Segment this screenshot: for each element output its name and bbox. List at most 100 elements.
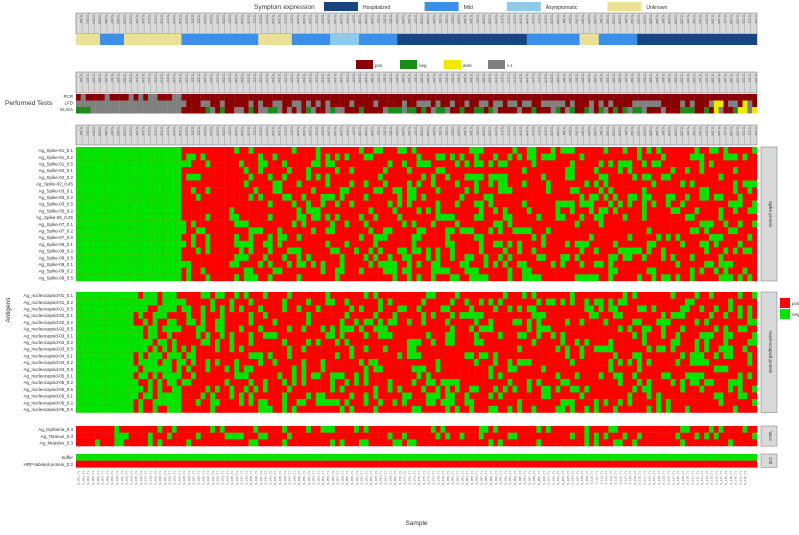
heatmap-cell bbox=[628, 261, 633, 268]
heatmap-cell bbox=[417, 319, 422, 326]
heatmap-cell bbox=[110, 268, 115, 275]
heatmap-cell bbox=[268, 261, 273, 268]
heatmap-cell bbox=[733, 261, 738, 268]
heatmap-cell bbox=[297, 332, 302, 339]
heatmap-cell bbox=[546, 207, 551, 214]
heatmap-cell bbox=[182, 194, 187, 201]
heatmap-cell bbox=[277, 154, 282, 161]
heatmap-cell bbox=[479, 160, 484, 167]
heatmap-cell bbox=[249, 214, 254, 221]
heatmap-strip-header-label: S_097 bbox=[661, 127, 665, 136]
heatmap-cell bbox=[613, 274, 618, 281]
test-cell bbox=[445, 94, 450, 101]
heatmap-cell bbox=[508, 274, 513, 281]
heatmap-cell bbox=[268, 194, 273, 201]
heatmap-cell bbox=[690, 268, 695, 275]
heatmap-cell bbox=[575, 332, 580, 339]
heatmap-cell bbox=[738, 248, 743, 255]
heatmap-cell bbox=[201, 319, 206, 326]
heatmap-cell bbox=[158, 332, 163, 339]
heatmap-cell bbox=[488, 292, 493, 299]
heatmap-cell bbox=[114, 147, 119, 154]
heatmap-cell bbox=[402, 221, 407, 228]
heatmap-cell bbox=[182, 154, 187, 161]
heatmap-cell bbox=[205, 292, 210, 299]
heatmap-cell bbox=[508, 319, 513, 326]
test-cell bbox=[297, 107, 302, 114]
test-cell bbox=[186, 94, 191, 101]
test-cell bbox=[714, 101, 719, 108]
heatmap-cell bbox=[119, 147, 124, 154]
heatmap-cell bbox=[182, 214, 187, 221]
heatmap-cell bbox=[306, 207, 311, 214]
heatmap-cell bbox=[330, 201, 335, 208]
heatmap-cell bbox=[412, 332, 417, 339]
heatmap-cell bbox=[536, 234, 541, 241]
heatmap-cell bbox=[311, 221, 316, 228]
heatmap-cell bbox=[76, 227, 81, 234]
heatmap-cell bbox=[172, 221, 177, 228]
heatmap-cell bbox=[138, 268, 143, 275]
heatmap-cell bbox=[752, 234, 757, 241]
heatmap-cell bbox=[186, 326, 191, 333]
heatmap-cell bbox=[671, 248, 676, 255]
heatmap-cell bbox=[292, 187, 297, 194]
heatmap-cell bbox=[388, 160, 393, 167]
test-cell bbox=[637, 107, 642, 114]
heatmap-cell bbox=[239, 268, 244, 275]
heatmap-cell bbox=[153, 194, 158, 201]
heatmap-cell bbox=[182, 319, 187, 326]
heatmap-strip-header-label: S_061 bbox=[438, 127, 442, 136]
heatmap-cell bbox=[359, 214, 364, 221]
heatmap-cell bbox=[498, 167, 503, 174]
test-cell bbox=[656, 94, 661, 101]
heatmap-cell bbox=[114, 319, 119, 326]
heatmap-cell bbox=[637, 154, 642, 161]
heatmap-cell bbox=[81, 312, 86, 319]
test-cell bbox=[503, 101, 508, 108]
heatmap-cell bbox=[412, 312, 417, 319]
heatmap-cell bbox=[191, 221, 196, 228]
heatmap-cell bbox=[445, 326, 450, 333]
heatmap-cell bbox=[306, 214, 311, 221]
heatmap-cell bbox=[436, 227, 441, 234]
heatmap-cell bbox=[90, 221, 95, 228]
heatmap-cell bbox=[594, 292, 599, 299]
heatmap-cell bbox=[589, 227, 594, 234]
heatmap-cell bbox=[714, 254, 719, 261]
heatmap-cell bbox=[407, 167, 412, 174]
symptom-strip-header-label: S_048 bbox=[358, 15, 362, 24]
heatmap-cell bbox=[167, 319, 172, 326]
heatmap-cell bbox=[440, 241, 445, 248]
heatmap-cell bbox=[244, 299, 249, 306]
heatmap-cell bbox=[402, 154, 407, 161]
heatmap-cell bbox=[306, 154, 311, 161]
heatmap-cell bbox=[493, 160, 498, 167]
heatmap-cell bbox=[258, 154, 263, 161]
heatmap-cell bbox=[90, 268, 95, 275]
heatmap-cell bbox=[90, 181, 95, 188]
heatmap-cell bbox=[397, 305, 402, 312]
heatmap-cell bbox=[177, 332, 182, 339]
heatmap-cell bbox=[575, 274, 580, 281]
heatmap-cell bbox=[589, 332, 594, 339]
heatmap-cell bbox=[345, 268, 350, 275]
heatmap-cell bbox=[651, 326, 656, 333]
heatmap-cell bbox=[306, 241, 311, 248]
heatmap-strip-header-label: S_038 bbox=[296, 127, 300, 136]
heatmap-cell bbox=[220, 326, 225, 333]
heatmap-cell bbox=[608, 207, 613, 214]
heatmap-cell bbox=[498, 214, 503, 221]
heatmap-cell bbox=[575, 174, 580, 181]
heatmap-cell bbox=[685, 261, 690, 268]
heatmap-cell bbox=[340, 312, 345, 319]
heatmap-cell bbox=[340, 332, 345, 339]
heatmap-cell bbox=[311, 187, 316, 194]
heatmap-cell bbox=[608, 319, 613, 326]
heatmap-cell bbox=[503, 154, 508, 161]
heatmap-cell bbox=[464, 312, 469, 319]
heatmap-cell bbox=[297, 234, 302, 241]
heatmap-cell bbox=[704, 201, 709, 208]
heatmap-cell bbox=[469, 181, 474, 188]
test-cell bbox=[182, 94, 187, 101]
